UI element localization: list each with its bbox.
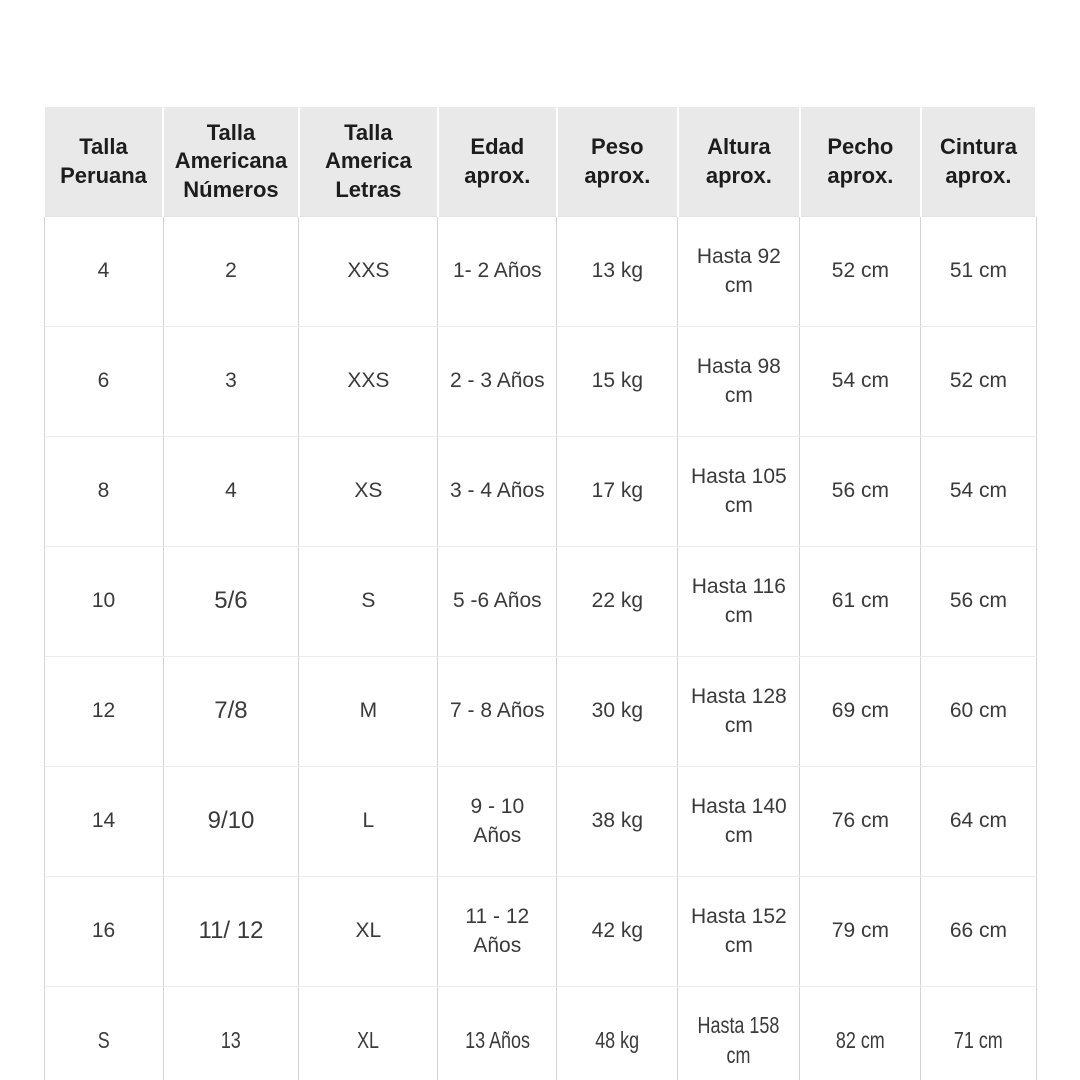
table-cell: 54 cm	[920, 436, 1037, 547]
table-cell: Hasta 152 cm	[677, 876, 801, 987]
table-cell: 13	[162, 986, 300, 1080]
table-cell: 2	[162, 216, 300, 327]
table-cell: S	[43, 986, 164, 1080]
table-cell: 64 cm	[920, 766, 1037, 877]
table-row: 10 5/6 S 5 -6 Años 22 kg Hasta 116 cm 61 cm 56 c…	[43, 546, 1037, 657]
table-cell: 60 cm	[920, 656, 1037, 767]
table-cell: Hasta 140 cm	[677, 766, 801, 877]
table-row: 12 7/8 M 7 - 8 Años 30 kg Hasta 128 cm 69 cm 60 …	[43, 656, 1037, 767]
table-cell: 76 cm	[799, 766, 922, 877]
table-cell: XXS	[298, 326, 439, 437]
table-cell: 4	[162, 436, 300, 547]
table-cell: 52 cm	[799, 216, 922, 327]
table-cell: XXS	[298, 216, 439, 327]
table-row: 4 2 XXS 1- 2 Años 13 kg Hasta 92 cm 52 cm 51 cm	[43, 216, 1037, 327]
size-chart-table: Talla Peruana Talla Americana Números Ta…	[42, 107, 1038, 1080]
col-header-cintura-aprox: Cintura aprox.	[919, 107, 1038, 217]
table-cell: 6	[43, 326, 164, 437]
table-cell: 17 kg	[556, 436, 679, 547]
table-cell: 56 cm	[920, 546, 1037, 657]
table-cell: 11 - 12 Años	[437, 876, 558, 987]
table-cell: Hasta 98 cm	[677, 326, 801, 437]
table-cell: 5/6	[162, 546, 300, 657]
table-cell: 8	[43, 436, 164, 547]
table-cell: Hasta 158 cm	[677, 986, 801, 1080]
table-cell: XS	[298, 436, 439, 547]
table-row: S 13 XL 13 Años 48 kg Hasta 158 cm 82 cm 71 cm	[43, 986, 1037, 1080]
col-header-talla-peruana: Talla Peruana	[42, 107, 165, 217]
table-row: 14 9/10 L 9 - 10 Años 38 kg Hasta 140 cm 76 cm 6…	[43, 766, 1037, 877]
table-cell: XL	[298, 986, 439, 1080]
table-cell: 10	[43, 546, 164, 657]
table-cell: 54 cm	[799, 326, 922, 437]
col-header-peso-aprox: Peso aprox.	[555, 107, 679, 217]
table-cell: 30 kg	[556, 656, 679, 767]
table-cell: XL	[298, 876, 439, 987]
table-body: 4 2 XXS 1- 2 Años 13 kg Hasta 92 cm 52 cm 51 cm 6…	[43, 216, 1037, 1080]
table-header: Talla Peruana Talla Americana Números Ta…	[42, 107, 1038, 217]
table-cell: 61 cm	[799, 546, 922, 657]
col-header-pecho-aprox: Pecho aprox.	[798, 107, 922, 217]
table-cell: 3 - 4 Años	[437, 436, 558, 547]
table-cell: 66 cm	[920, 876, 1037, 987]
table-row: 8 4 XS 3 - 4 Años 17 kg Hasta 105 cm 56 cm 54 cm	[43, 436, 1037, 547]
table-cell: 14	[43, 766, 164, 877]
table-cell: Hasta 92 cm	[677, 216, 801, 327]
table-cell: 22 kg	[556, 546, 679, 657]
table-cell: L	[298, 766, 439, 877]
col-header-altura-aprox: Altura aprox.	[676, 107, 801, 217]
col-header-edad-aprox: Edad aprox.	[436, 107, 558, 217]
table-cell: 38 kg	[556, 766, 679, 877]
table-cell: 3	[162, 326, 300, 437]
table-cell: Hasta 105 cm	[677, 436, 801, 547]
table-cell: 11/ 12	[162, 876, 300, 987]
table-cell: 52 cm	[920, 326, 1037, 437]
table-cell: Hasta 128 cm	[677, 656, 801, 767]
table-cell: 15 kg	[556, 326, 679, 437]
table-cell: 16	[43, 876, 164, 987]
table-cell: 1- 2 Años	[437, 216, 558, 327]
table-cell: M	[298, 656, 439, 767]
table-cell: 9 - 10 Años	[437, 766, 558, 877]
table-cell: 13 kg	[556, 216, 679, 327]
table-cell: Hasta 116 cm	[677, 546, 801, 657]
table-cell: 79 cm	[799, 876, 922, 987]
table-cell: 2 - 3 Años	[437, 326, 558, 437]
col-header-talla-america-letras: Talla America Letras	[297, 107, 439, 217]
table-cell: 7/8	[162, 656, 300, 767]
table-cell: 69 cm	[799, 656, 922, 767]
table-cell: 9/10	[162, 766, 300, 877]
table-cell: S	[298, 546, 439, 657]
col-header-talla-americana-numeros: Talla Americana Números	[162, 107, 300, 217]
table-header-row: Talla Peruana Talla Americana Números Ta…	[42, 107, 1038, 217]
table-cell: 51 cm	[920, 216, 1037, 327]
table-cell: 5 -6 Años	[437, 546, 558, 657]
table-cell: 71 cm	[920, 986, 1037, 1080]
table-cell: 48 kg	[556, 986, 679, 1080]
table-cell: 56 cm	[799, 436, 922, 547]
table-row: 16 11/ 12 XL 11 - 12 Años 42 kg Hasta 152 cm 79…	[43, 876, 1037, 987]
table-cell: 13 Años	[437, 986, 558, 1080]
table-cell: 7 - 8 Años	[437, 656, 558, 767]
table-cell: 12	[43, 656, 164, 767]
table-cell: 4	[43, 216, 164, 327]
table-cell: 82 cm	[799, 986, 922, 1080]
table-cell: 42 kg	[556, 876, 679, 987]
table-row: 6 3 XXS 2 - 3 Años 15 kg Hasta 98 cm 54 cm 52 cm	[43, 326, 1037, 437]
